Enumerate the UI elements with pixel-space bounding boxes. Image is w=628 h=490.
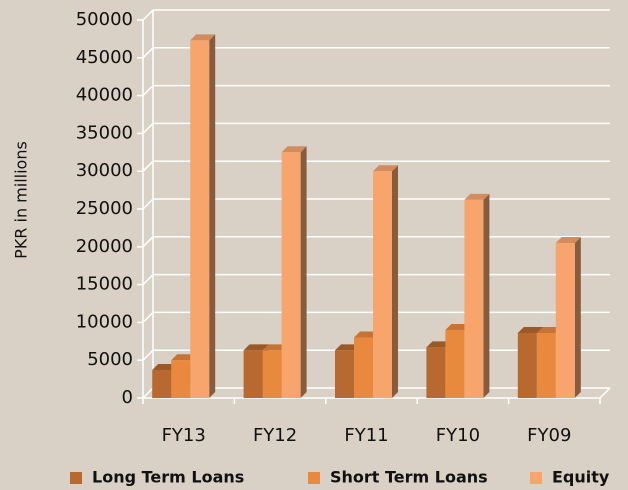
y-tick-label: 35000 xyxy=(76,122,133,143)
grid-line xyxy=(142,160,154,172)
bar-side xyxy=(209,34,216,399)
x-tick-label: FY10 xyxy=(436,425,480,446)
bar-top xyxy=(354,331,379,338)
bar-top xyxy=(373,165,398,172)
grid-line xyxy=(142,387,154,399)
grid-line xyxy=(142,9,154,21)
y-tick-label: 45000 xyxy=(76,47,133,68)
bar xyxy=(536,332,556,398)
y-tick-label: 10000 xyxy=(76,311,133,332)
bar xyxy=(464,199,484,398)
y-tick-label: 30000 xyxy=(76,160,133,181)
x-tick-label: FY11 xyxy=(344,425,388,446)
bar xyxy=(262,350,282,398)
y-tick-label: 25000 xyxy=(76,198,133,219)
bar-top xyxy=(464,193,490,200)
bar-top xyxy=(555,237,581,244)
y-axis-label: PKR in millions xyxy=(12,141,31,259)
x-tick-label: FY12 xyxy=(253,425,297,446)
bar-top xyxy=(335,344,360,351)
grid-line xyxy=(142,311,154,323)
grid-line xyxy=(142,274,154,286)
bar xyxy=(354,337,373,398)
y-tick-label: 20000 xyxy=(76,236,133,257)
y-tick-label: 0 xyxy=(122,387,133,408)
x-tick-label: FY13 xyxy=(162,425,206,446)
bar xyxy=(171,360,191,398)
bar xyxy=(190,40,210,399)
bar-top xyxy=(171,354,197,361)
bar-top xyxy=(262,344,288,351)
bar xyxy=(555,243,575,398)
bar-top xyxy=(426,341,452,348)
bar-top xyxy=(445,323,471,330)
grid-line xyxy=(142,47,154,59)
grid-line xyxy=(142,85,154,97)
bar-side xyxy=(574,237,581,398)
x-tick-label: FY09 xyxy=(527,425,571,446)
bar-top xyxy=(281,146,307,153)
y-tick-label: 5000 xyxy=(87,349,133,370)
bar-top xyxy=(152,364,178,371)
bar-top xyxy=(190,34,216,41)
legend-swatch xyxy=(308,472,320,484)
y-tick-label: 40000 xyxy=(76,85,133,106)
bar-side xyxy=(392,165,398,398)
legend-swatch xyxy=(70,472,82,484)
bar-top xyxy=(243,344,269,351)
bar-side xyxy=(483,193,490,398)
bar xyxy=(152,370,172,398)
bar xyxy=(426,347,446,398)
y-tick-label: 15000 xyxy=(76,274,133,295)
grid-line xyxy=(142,349,154,361)
legend-swatch xyxy=(530,472,542,484)
grid-line xyxy=(142,122,154,134)
y-tick-label: 50000 xyxy=(76,9,133,30)
bar xyxy=(445,329,465,398)
bar xyxy=(243,350,263,398)
bar xyxy=(281,152,301,398)
bar xyxy=(373,171,392,398)
axis-line xyxy=(599,387,611,399)
bar xyxy=(335,350,354,398)
legend-label: Long Term Loans xyxy=(92,468,244,487)
grid-line xyxy=(142,198,154,210)
legend-label: Equity xyxy=(552,468,610,487)
legend-label: Short Term Loans xyxy=(330,468,488,487)
bar-side xyxy=(300,146,307,398)
bar-top xyxy=(517,326,543,333)
grid-line xyxy=(142,236,154,248)
bar-top xyxy=(536,326,562,333)
bar xyxy=(517,332,537,398)
